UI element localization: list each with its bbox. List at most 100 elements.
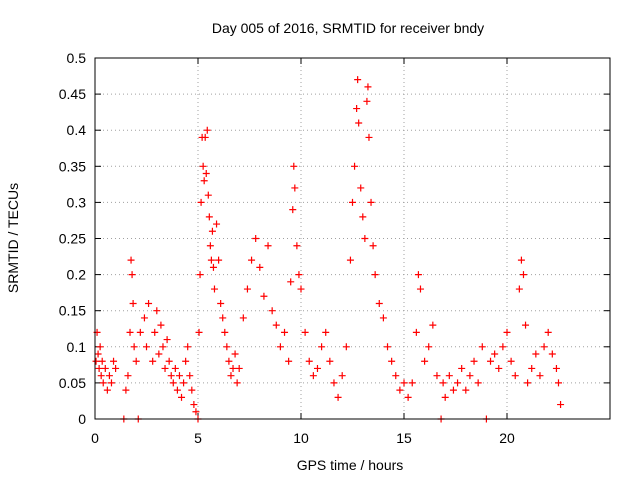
data-point <box>195 328 203 336</box>
x-tick-labels: 0 5 10 15 20 <box>91 430 515 446</box>
x-axis-label: GPS time / hours <box>297 457 404 473</box>
data-point <box>159 343 167 351</box>
data-point <box>287 278 295 286</box>
data-point <box>355 119 363 127</box>
y-tick-label: 0.3 <box>67 194 87 210</box>
data-point <box>204 191 212 199</box>
data-point <box>97 372 105 380</box>
data-point <box>503 328 511 336</box>
x-tick-label: 20 <box>499 430 515 446</box>
data-point <box>392 372 400 380</box>
data-point <box>95 364 103 372</box>
data-point <box>264 242 272 250</box>
x-tick-label: 15 <box>396 430 412 446</box>
data-point <box>548 350 556 358</box>
data-point <box>124 372 132 380</box>
data-point <box>297 285 305 293</box>
data-point <box>143 343 150 351</box>
data-point <box>130 343 138 351</box>
data-point <box>199 162 207 170</box>
data-point <box>557 401 565 409</box>
data-point <box>367 198 375 206</box>
data-point <box>163 336 171 344</box>
data-point <box>295 271 303 279</box>
data-point <box>429 321 437 329</box>
data-point <box>233 379 241 387</box>
data-point <box>365 133 373 141</box>
data-point <box>180 379 188 387</box>
data-point <box>175 372 183 380</box>
data-point <box>256 263 264 271</box>
grid-layer <box>95 58 610 419</box>
data-point <box>291 184 299 192</box>
data-point <box>239 314 247 322</box>
data-point <box>96 343 104 351</box>
data-point <box>519 271 527 279</box>
data-point <box>129 299 137 307</box>
y-tick-label: 0.2 <box>67 267 87 283</box>
data-point <box>136 328 144 336</box>
data-point <box>268 307 276 315</box>
data-point <box>445 372 453 380</box>
data-point <box>200 177 208 185</box>
data-point <box>206 242 214 250</box>
data-point <box>229 364 237 372</box>
data-point <box>357 184 365 192</box>
x-tick-label: 0 <box>91 430 99 446</box>
data-point <box>173 386 181 394</box>
data-point <box>375 299 383 307</box>
data-point <box>412 328 420 336</box>
data-point <box>517 256 525 264</box>
data-point <box>522 321 530 329</box>
data-point <box>354 76 362 84</box>
data-point <box>208 227 216 235</box>
data-point <box>318 343 326 351</box>
data-point <box>371 271 379 279</box>
data-point <box>260 292 268 300</box>
data-point <box>272 321 280 329</box>
data-point <box>470 357 478 365</box>
data-point <box>364 83 372 91</box>
data-point <box>507 357 515 365</box>
data-point <box>404 393 412 401</box>
data-point <box>433 372 441 380</box>
y-axis-label: SRMTID / TECUs <box>5 183 21 293</box>
axis-ticks <box>94 57 610 420</box>
data-point <box>449 386 457 394</box>
data-point <box>132 357 140 365</box>
y-tick-label: 0.45 <box>59 86 86 102</box>
data-point <box>454 379 462 387</box>
data-point <box>157 321 165 329</box>
data-point <box>99 379 107 387</box>
data-point <box>276 343 284 351</box>
data-point <box>330 379 338 387</box>
data-point <box>555 379 562 387</box>
data-point <box>178 393 186 401</box>
data-point <box>532 350 540 358</box>
data-point <box>309 372 317 380</box>
data-point <box>190 401 198 409</box>
data-point <box>281 328 289 336</box>
data-point <box>515 285 523 293</box>
y-tick-label: 0.05 <box>59 375 86 391</box>
y-tick-label: 0.5 <box>67 50 87 66</box>
data-point <box>140 314 148 322</box>
data-point <box>416 285 424 293</box>
y-tick-label: 0.35 <box>59 158 86 174</box>
data-point <box>227 372 235 380</box>
y-tick-label: 0 <box>78 411 86 427</box>
data-point <box>363 97 371 105</box>
chart-title: Day 005 of 2016, SRMTID for receiver bnd… <box>212 20 484 36</box>
data-point <box>203 126 211 134</box>
data-point <box>209 263 217 271</box>
data-point <box>552 364 560 372</box>
data-point <box>536 372 544 380</box>
data-point <box>202 170 210 178</box>
data-point <box>155 350 163 358</box>
data-point <box>326 357 334 365</box>
data-point <box>414 271 422 279</box>
y-tick-label: 0.25 <box>59 231 86 247</box>
data-point <box>192 408 200 416</box>
data-point <box>223 343 231 351</box>
y-tick-label: 0.4 <box>67 122 87 138</box>
